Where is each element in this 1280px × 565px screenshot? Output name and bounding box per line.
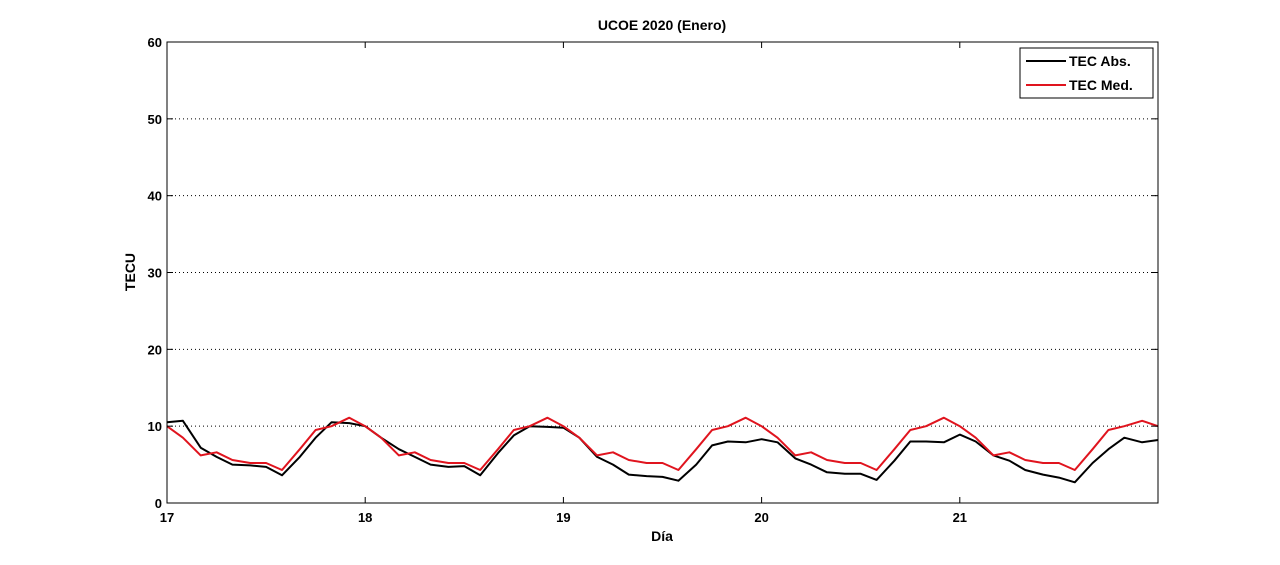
legend-label-tec-abs: TEC Abs. [1069, 53, 1131, 69]
axis-ticks: 0 10 20 30 40 50 60 17 18 19 20 21 [148, 35, 1158, 525]
legend-label-tec-med: TEC Med. [1069, 77, 1133, 93]
y-tick-label-50: 50 [148, 112, 162, 127]
legend-box [1019, 47, 1154, 99]
x-tick-label-21: 21 [953, 510, 967, 525]
y-tick-label-10: 10 [148, 419, 162, 434]
y-tick-label-30: 30 [148, 266, 162, 281]
x-axis-label: Día [651, 528, 673, 544]
chart-title: UCOE 2020 (Enero) [598, 17, 726, 33]
x-tick-label-19: 19 [556, 510, 570, 525]
y-axis-label: TECU [122, 253, 138, 291]
y-tick-label-60: 60 [148, 35, 162, 50]
x-tick-label-20: 20 [754, 510, 768, 525]
x-tick-label-18: 18 [358, 510, 372, 525]
series-lines [166, 416, 1159, 484]
y-tick-label-20: 20 [148, 342, 162, 357]
legend: TEC Abs. TEC Med. [1019, 47, 1154, 99]
x-tick-label-17: 17 [160, 510, 174, 525]
series-line-1 [166, 416, 1159, 471]
y-tick-label-40: 40 [148, 189, 162, 204]
y-tick-label-0: 0 [155, 496, 162, 511]
